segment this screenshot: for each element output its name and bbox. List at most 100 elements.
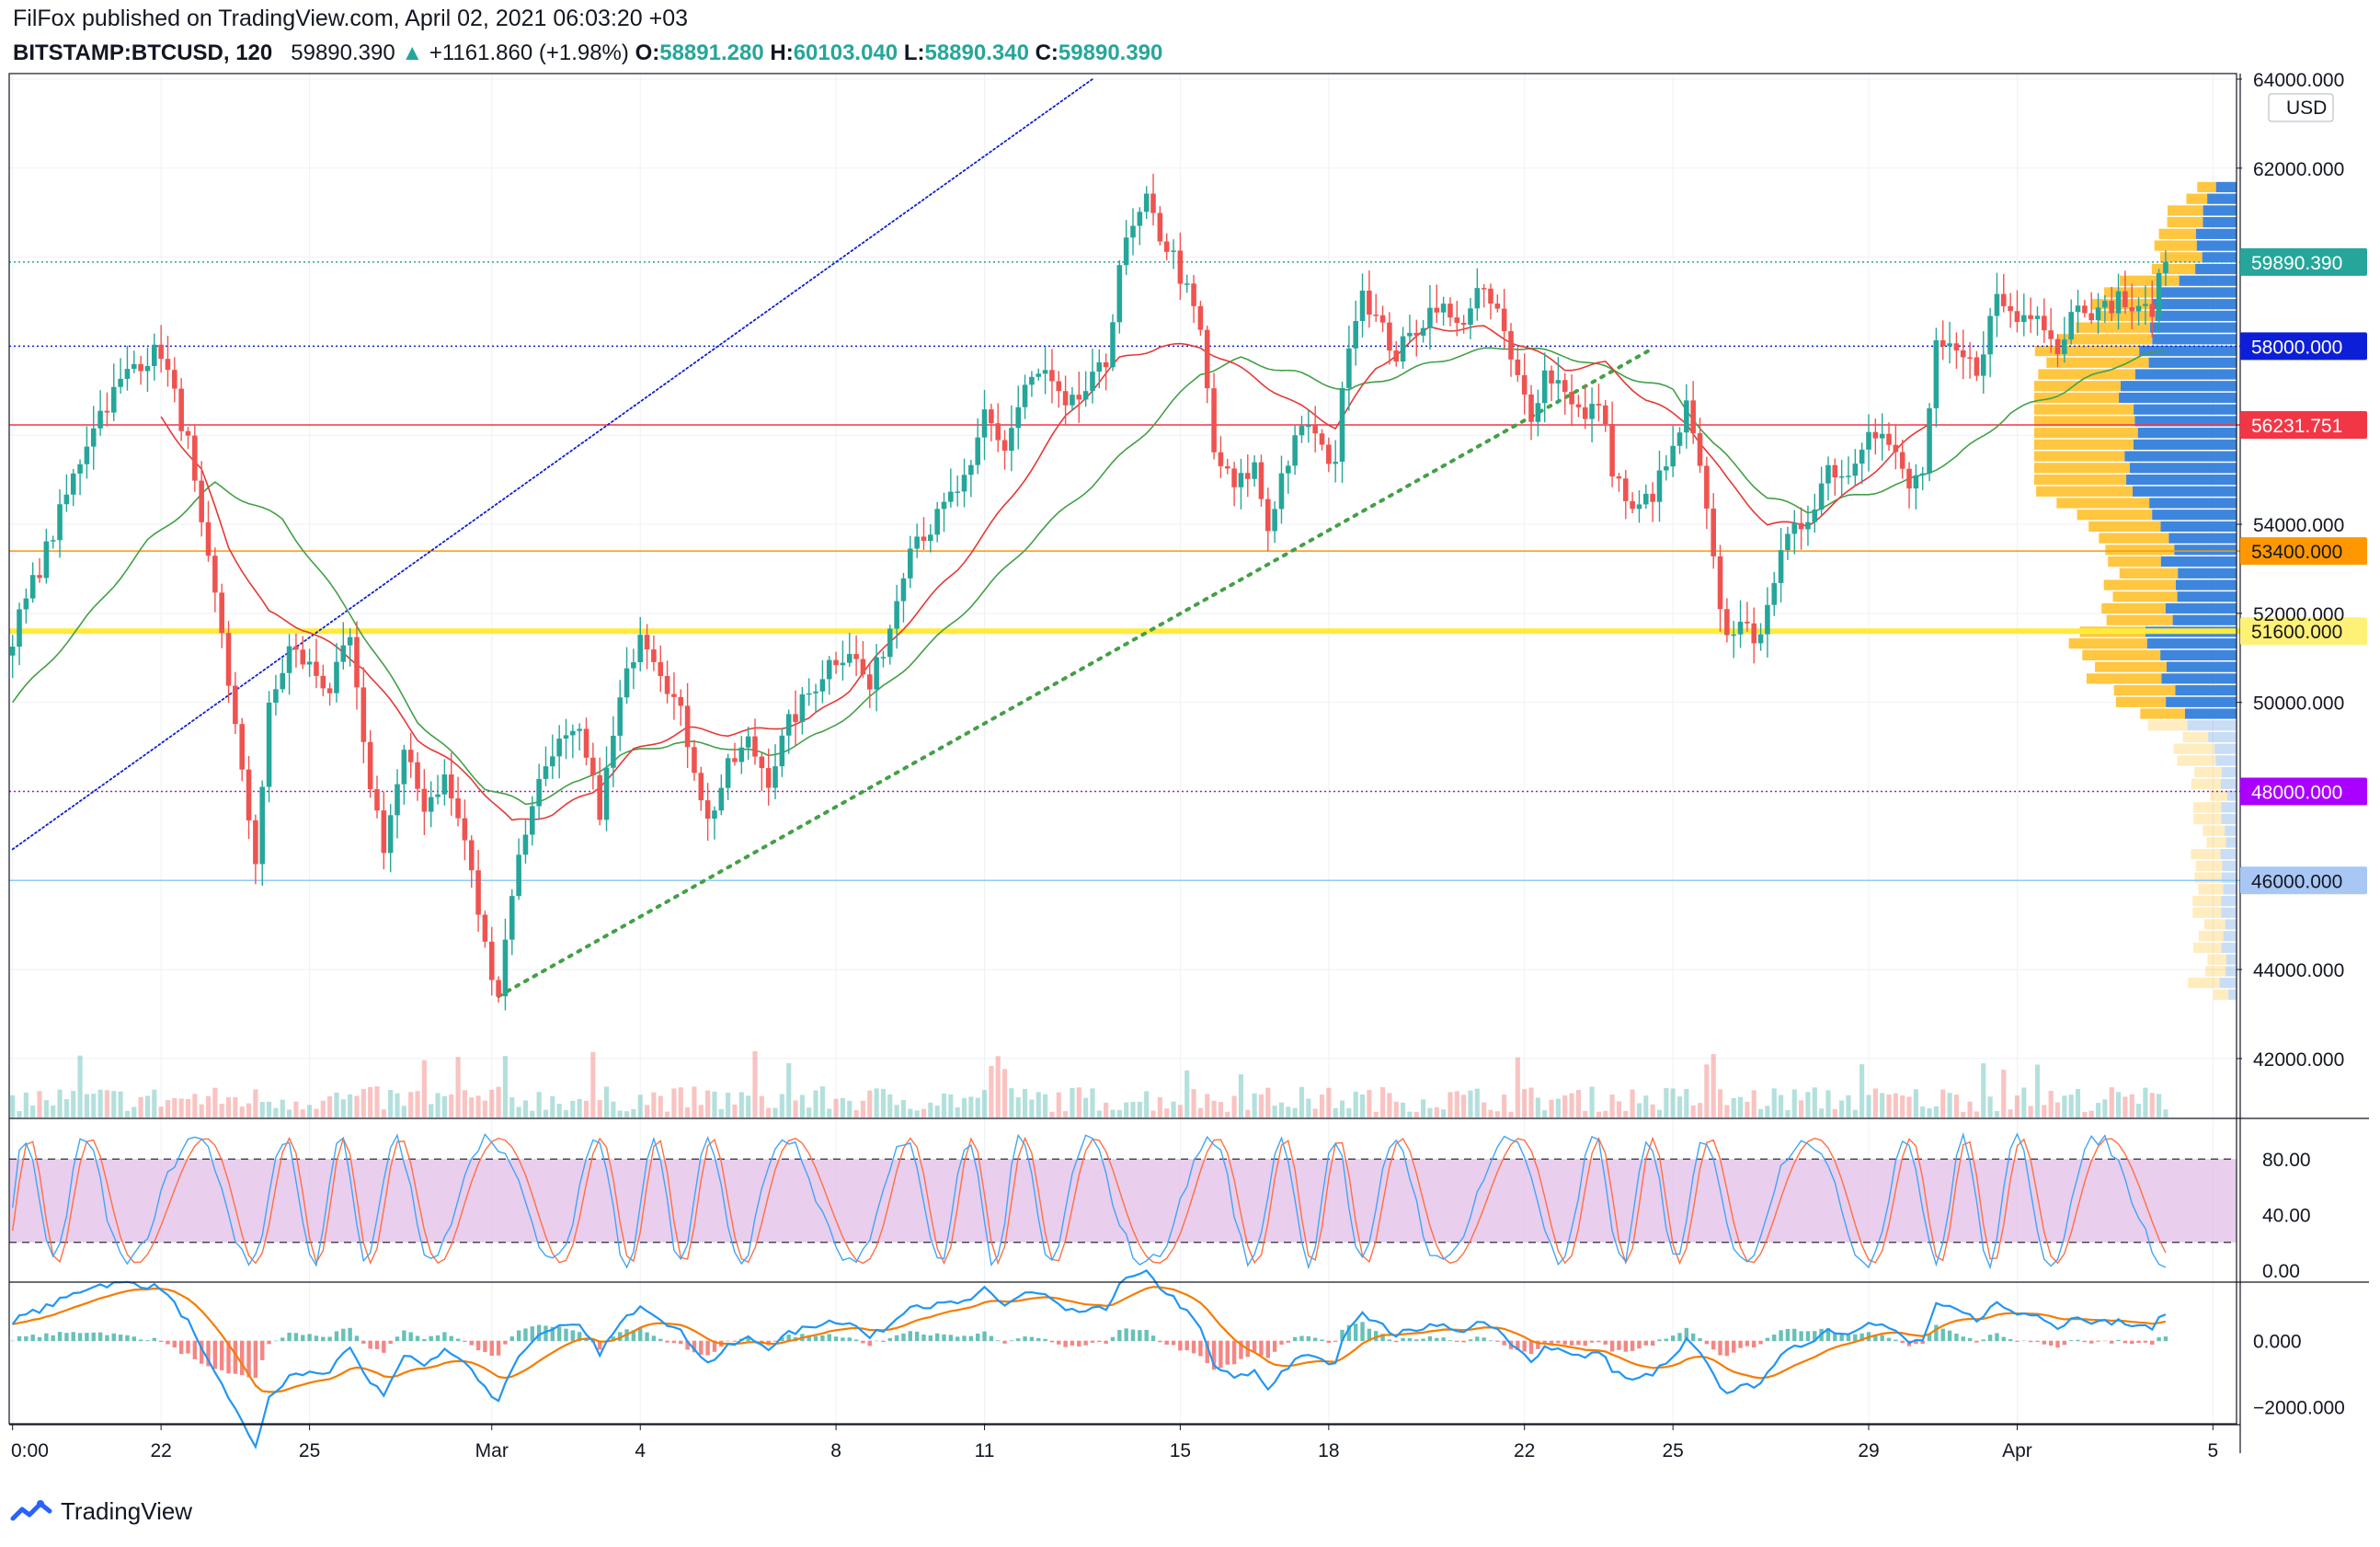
- vp-down-row: [2182, 731, 2209, 743]
- candle-body: [1367, 290, 1372, 315]
- volume-bar: [469, 1097, 475, 1117]
- candle-body: [1650, 493, 1655, 502]
- candle-body: [2048, 330, 2054, 339]
- volume-bar: [530, 1110, 535, 1117]
- volume-bar: [827, 1108, 832, 1117]
- candle-body: [165, 359, 171, 371]
- time-tick-label: Apr: [2002, 1440, 2032, 1461]
- volume-bar: [1967, 1101, 1973, 1117]
- candle-body: [1737, 621, 1744, 635]
- candle-body: [793, 714, 798, 722]
- currency-badge[interactable]: [2268, 93, 2334, 122]
- macd-histogram-bar: [1630, 1340, 1635, 1351]
- close-label: C:: [1035, 40, 1058, 65]
- candle-body: [1022, 384, 1028, 407]
- candle-body: [955, 491, 960, 493]
- symbol-name[interactable]: BITSTAMP:BTCUSD, 120: [13, 40, 273, 65]
- candle-body: [1231, 468, 1237, 487]
- volume-bar: [645, 1105, 650, 1117]
- time-tick-label: 4: [635, 1440, 646, 1461]
- volume-bar: [981, 1090, 988, 1117]
- macd-histogram-bar: [354, 1335, 360, 1342]
- macd-histogram-bar: [1279, 1340, 1284, 1345]
- macd-histogram-bar: [1239, 1340, 1243, 1359]
- vp-up-row: [2148, 357, 2237, 368]
- volume-bar: [746, 1095, 751, 1117]
- vp-up-row: [2215, 755, 2237, 766]
- macd-histogram-bar: [530, 1326, 535, 1342]
- volume-bar: [1413, 1111, 1419, 1117]
- volume-bar: [590, 1051, 596, 1117]
- macd-histogram-bar: [1427, 1335, 1433, 1342]
- candle-body: [428, 796, 434, 812]
- volume-bar: [995, 1056, 1001, 1117]
- macd-histogram-bar: [1340, 1329, 1344, 1342]
- macd-histogram-bar: [948, 1335, 954, 1342]
- vp-up-row: [2132, 486, 2237, 497]
- vp-up-row: [2134, 404, 2237, 415]
- volume-bar: [1779, 1094, 1784, 1117]
- open-label: O:: [635, 40, 660, 65]
- volume-bar: [1913, 1089, 1918, 1117]
- candle-body: [826, 659, 832, 680]
- macd-histogram-bar: [955, 1336, 960, 1342]
- macd-histogram-bar: [1482, 1337, 1486, 1342]
- macd-histogram-bar: [1880, 1335, 1884, 1342]
- macd-histogram-bar: [536, 1324, 542, 1342]
- trendlines[interactable]: [11, 78, 1655, 999]
- symbol-legend: BITSTAMP:BTCUSD, 120 59890.390 ▲ +1161.8…: [13, 40, 1162, 66]
- macd-histogram-bar: [2021, 1340, 2027, 1342]
- horizontal-levels[interactable]: [9, 261, 2240, 882]
- macd-histogram-bar: [611, 1336, 616, 1342]
- volume-bar: [1562, 1095, 1568, 1117]
- macd-histogram-bar: [577, 1332, 582, 1342]
- candle-body: [273, 689, 279, 703]
- candle-body: [347, 636, 353, 646]
- volume-bar: [577, 1098, 582, 1117]
- time-axis[interactable]: 0:00 22 25 Mar 4 8 11 15 18 22 25 29 Apr 5: [11, 1425, 2218, 1461]
- macd-histogram-bar: [388, 1340, 393, 1345]
- candle-body: [259, 786, 266, 865]
- ma-fast-line: [160, 325, 1930, 821]
- volume-bar: [1886, 1094, 1892, 1117]
- macd-histogram-bar: [111, 1333, 116, 1342]
- macd-histogram-bar: [1765, 1337, 1770, 1342]
- volume-bar: [583, 1100, 589, 1117]
- macd-histogram-bar: [908, 1331, 913, 1342]
- volume-bar: [2123, 1096, 2128, 1117]
- candle-body: [1933, 340, 1939, 408]
- vp-down-row: [2034, 463, 2130, 474]
- vp-down-row: [2167, 205, 2203, 216]
- volume-bar: [2163, 1109, 2168, 1117]
- volume-bar: [1785, 1110, 1791, 1117]
- candle-body: [577, 728, 582, 731]
- candle-body: [1630, 500, 1635, 510]
- vp-down-row: [2105, 544, 2175, 556]
- volume-bar: [158, 1106, 164, 1117]
- candle-body: [1191, 283, 1196, 306]
- candle-body: [395, 784, 400, 816]
- footer-brand[interactable]: TradingView: [9, 1497, 192, 1526]
- macd-histogram-bar: [1097, 1340, 1102, 1343]
- candle-body: [2028, 315, 2033, 319]
- volume-bar: [354, 1095, 360, 1117]
- macd-histogram-bar: [1927, 1333, 1932, 1342]
- macd-histogram-bar: [2150, 1340, 2155, 1345]
- price-axis[interactable]: USD 59890.390 58000.000 56231.751 53400.000…: [2237, 70, 2367, 1418]
- macd-histogram-bar: [233, 1340, 238, 1374]
- candle-body: [738, 747, 745, 762]
- volume-bar: [1252, 1093, 1257, 1117]
- vp-down-row: [2098, 310, 2156, 322]
- candle-body: [1184, 283, 1190, 285]
- candle-body: [158, 344, 164, 360]
- candle-body: [1818, 483, 1825, 510]
- candle-body: [192, 435, 198, 481]
- candle-body: [712, 810, 717, 819]
- macd-histogram-bar: [1698, 1337, 1702, 1342]
- vp-up-row: [2220, 778, 2237, 789]
- macd-histogram-bar: [2068, 1340, 2074, 1342]
- macd-histogram-bar: [145, 1340, 150, 1342]
- volume-bar: [1110, 1109, 1116, 1117]
- candle-body: [482, 914, 488, 942]
